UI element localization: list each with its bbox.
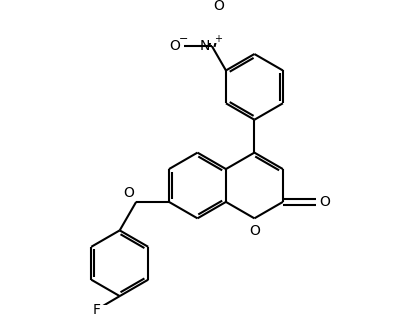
Text: O: O (213, 0, 224, 13)
Text: F: F (93, 303, 101, 317)
Text: O: O (169, 39, 180, 53)
Text: O: O (249, 224, 260, 238)
Text: +: + (214, 34, 222, 44)
Text: O: O (320, 195, 331, 209)
Text: −: − (179, 34, 188, 44)
Text: O: O (124, 186, 135, 200)
Text: N: N (200, 39, 210, 53)
